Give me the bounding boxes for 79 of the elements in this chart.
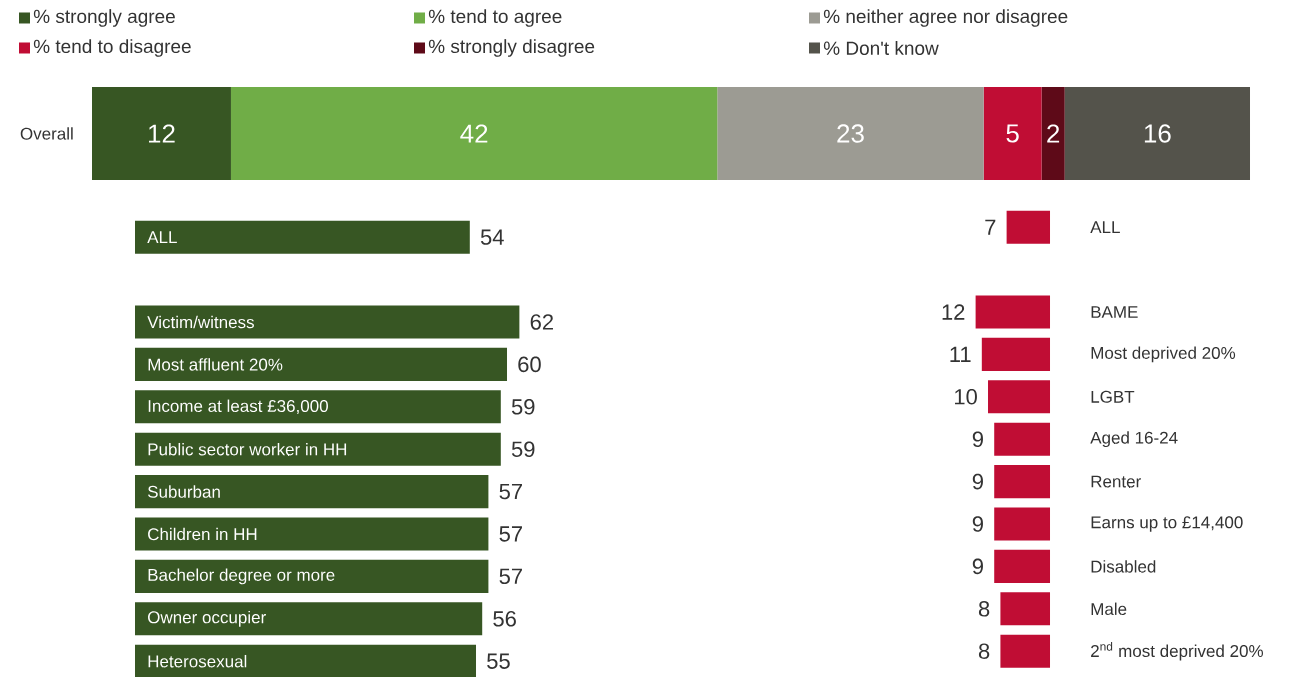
y-tick-label: Male bbox=[1091, 602, 1127, 616]
bar bbox=[230, 86, 718, 180]
data-label: 60 bbox=[518, 356, 541, 373]
y-tick-label: Owner occupier bbox=[148, 610, 266, 627]
data-label: 5 bbox=[1006, 124, 1019, 143]
data-label: 12 bbox=[942, 304, 965, 320]
bar bbox=[994, 465, 1051, 499]
data-label: 56 bbox=[493, 611, 516, 627]
y-tick-label: LGBT bbox=[1091, 390, 1135, 403]
bar bbox=[994, 549, 1051, 583]
bar bbox=[135, 602, 483, 636]
bar bbox=[135, 559, 489, 593]
legend-label: % strongly disagree bbox=[428, 39, 595, 57]
legend-label: % neither agree nor disagree bbox=[823, 9, 1068, 27]
y-tick-label: Heterosexual bbox=[148, 654, 247, 668]
legend-label: % tend to disagree bbox=[33, 39, 191, 57]
bar bbox=[135, 432, 501, 466]
data-label: 57 bbox=[499, 568, 522, 585]
y-tick-label: ALL bbox=[1090, 221, 1120, 234]
data-label: 23 bbox=[837, 124, 864, 143]
data-label: 9 bbox=[972, 516, 983, 532]
y-tick-label: Most deprived 20% bbox=[1091, 346, 1236, 363]
bar bbox=[1000, 634, 1051, 668]
data-label: 7 bbox=[985, 219, 996, 235]
y-tick-label: Aged 16-24 bbox=[1090, 431, 1178, 448]
y-tick-label: Income at least £36,000 bbox=[148, 399, 328, 415]
data-label: 42 bbox=[460, 124, 488, 143]
data-label: 2 bbox=[1047, 124, 1060, 143]
data-label: 9 bbox=[972, 473, 983, 490]
data-label: 55 bbox=[487, 653, 510, 669]
bar bbox=[135, 390, 501, 424]
data-label: 8 bbox=[978, 601, 990, 617]
y-tick-label: Overall bbox=[20, 127, 73, 140]
y-tick-label: Suburban bbox=[147, 485, 220, 498]
y-tick-label: Victim/witness bbox=[147, 315, 254, 329]
y-tick-label: Children in HH bbox=[148, 527, 257, 541]
y-tick-label: Earns up to £14,400 bbox=[1091, 516, 1243, 532]
bar bbox=[994, 422, 1051, 456]
data-label: 9 bbox=[972, 431, 983, 447]
bar bbox=[975, 295, 1051, 329]
bar bbox=[994, 507, 1051, 541]
bar bbox=[717, 86, 984, 180]
data-label: 59 bbox=[511, 441, 535, 457]
bar bbox=[135, 644, 477, 677]
data-label: 54 bbox=[480, 229, 504, 245]
y-tick-label: Renter bbox=[1091, 475, 1141, 488]
bar bbox=[135, 220, 470, 254]
bar bbox=[981, 337, 1051, 371]
y-tick-label: Public sector worker in HH bbox=[148, 442, 347, 456]
y-tick-label: 2$^{nd}$ most deprived 20% bbox=[1091, 641, 1264, 661]
legend-label: % strongly agree bbox=[33, 9, 175, 27]
data-label: 59 bbox=[511, 399, 535, 415]
data-label: 8 bbox=[978, 643, 990, 659]
data-label: 62 bbox=[530, 314, 553, 330]
bar bbox=[1064, 86, 1251, 180]
bar bbox=[135, 475, 489, 509]
data-label: 10 bbox=[955, 389, 977, 405]
bar bbox=[1006, 210, 1051, 244]
data-label: 12 bbox=[149, 124, 175, 143]
data-label: 57 bbox=[499, 526, 522, 542]
bar bbox=[135, 517, 489, 551]
bar bbox=[135, 305, 520, 339]
bar bbox=[1041, 86, 1065, 180]
data-label: 16 bbox=[1144, 124, 1171, 143]
bar bbox=[135, 347, 508, 381]
bar bbox=[92, 86, 231, 180]
bar bbox=[988, 380, 1051, 414]
legend-label: % Don't know bbox=[823, 41, 939, 55]
y-tick-label: Bachelor degree or more bbox=[148, 568, 335, 585]
y-tick-label: Most affluent 20% bbox=[148, 358, 283, 371]
y-tick-label: BAME bbox=[1091, 306, 1138, 318]
data-label: 11 bbox=[950, 346, 971, 362]
y-tick-label: ALL bbox=[147, 231, 177, 244]
legend-label: % tend to agree bbox=[428, 9, 562, 27]
bar bbox=[1000, 592, 1051, 626]
bar bbox=[983, 86, 1042, 180]
data-label: 9 bbox=[972, 558, 983, 575]
data-label: 57 bbox=[499, 483, 522, 500]
y-tick-label: Disabled bbox=[1091, 560, 1156, 573]
